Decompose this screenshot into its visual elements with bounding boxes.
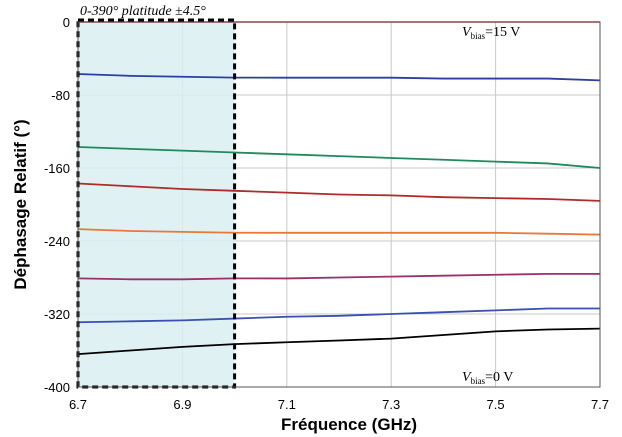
vbias-bottom-value: =0 V [485,370,513,385]
vbias-bottom-prefix: V [462,370,472,385]
flatness-highlight-region [78,22,235,387]
x-axis-title: Fréquence (GHz) [281,415,417,434]
flatness-annotation: 0-390° platitude ±4.5° [80,4,206,19]
series-line-4 [77,182,601,202]
y-tick-label: -400 [44,380,70,395]
x-tick-label: 7.5 [487,397,505,412]
y-tick-label: -160 [44,161,70,176]
y-tick-labels: 0 -80 -160 -240 -320 -400 [44,15,70,395]
y-axis-title: Déphasage Relatif (°) [11,119,30,289]
vbias-0v-label: Vbias=0 V [462,370,513,386]
y-tick-label: 0 [63,15,70,30]
vbias-bottom-subscript: bias [471,376,486,386]
x-tick-label: 6.7 [69,397,87,412]
plot-frame [77,21,601,388]
y-tick-label: -240 [44,234,70,249]
vbias-top-subscript: bias [471,31,486,41]
series-line-5 [77,228,601,236]
series-group [77,21,601,356]
series-line-2 [77,73,601,82]
x-tick-labels: 6.7 6.9 7.1 7.3 7.5 7.7 [69,397,609,412]
series-line-7 [77,307,600,324]
series-line-8 [77,327,601,356]
vbias-15v-label: Vbias=15 V [462,25,520,41]
y-tick-label: -320 [44,307,70,322]
x-tick-label: 6.9 [173,397,191,412]
x-tick-label: 7.3 [382,397,400,412]
x-tick-label: 7.7 [591,397,609,412]
series-line-3 [77,146,601,169]
vbias-top-prefix: V [462,25,472,40]
x-tick-label: 7.1 [278,397,296,412]
series-line-6 [77,272,600,281]
vbias-top-value: =15 V [485,25,520,40]
y-tick-label: -80 [51,88,70,103]
